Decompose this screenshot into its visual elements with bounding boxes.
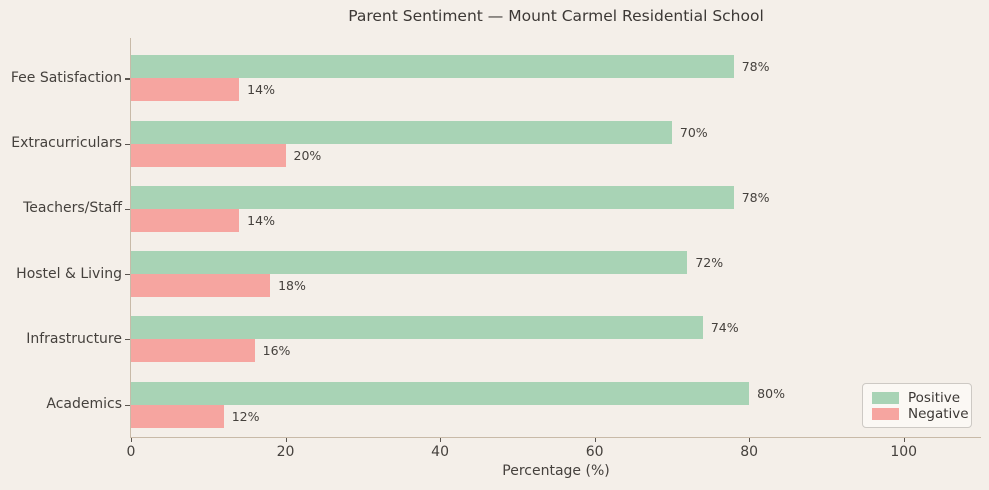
bar-value-label: 78% xyxy=(741,189,770,205)
x-tick-label: 60 xyxy=(585,444,604,460)
legend-label-negative: Negative xyxy=(908,406,969,422)
bar-negative-infrastructure xyxy=(131,339,255,363)
x-tick-label: 80 xyxy=(740,444,759,460)
bar-negative-extracurriculars xyxy=(131,143,286,167)
bar-negative-teachers-staff xyxy=(131,208,240,232)
x-tick-label: 100 xyxy=(890,444,918,460)
x-tick-mark xyxy=(594,438,596,442)
x-tick-label: 40 xyxy=(431,444,449,460)
category-label-teachers-staff: Teachers/Staff xyxy=(23,200,122,217)
x-axis-label: Percentage (%) xyxy=(502,463,610,479)
y-tick-mark xyxy=(125,208,130,211)
category-label-extracurriculars: Extracurriculars xyxy=(11,135,122,152)
bar-value-label: 20% xyxy=(293,147,322,163)
x-axis-line xyxy=(130,437,981,439)
bar-negative-fee-satisfaction xyxy=(131,78,240,102)
y-tick-mark xyxy=(125,339,130,341)
bar-value-label: 80% xyxy=(757,385,785,401)
legend-swatch-positive xyxy=(872,392,899,404)
bar-value-label: 14% xyxy=(247,82,275,98)
bar-value-label: 16% xyxy=(262,343,291,359)
x-tick-label: 20 xyxy=(276,444,295,460)
bar-value-label: 12% xyxy=(231,408,260,424)
legend-item-positive: Positive xyxy=(872,390,962,406)
bar-value-label: 18% xyxy=(278,278,306,294)
bar-value-label: 78% xyxy=(741,59,770,75)
y-tick-mark xyxy=(125,274,130,276)
y-tick-mark xyxy=(125,143,130,145)
bar-negative-academics xyxy=(131,404,224,428)
x-tick-mark xyxy=(440,438,442,442)
bar-value-label: 14% xyxy=(247,212,275,228)
bar-value-label: 74% xyxy=(710,320,739,336)
x-tick-label: 0 xyxy=(126,444,136,460)
x-tick-mark xyxy=(903,438,905,442)
y-tick-mark xyxy=(125,404,130,406)
bar-positive-teachers-staff xyxy=(131,185,734,209)
x-tick-mark xyxy=(749,438,751,442)
bar-value-label: 72% xyxy=(695,255,724,271)
y-axis-line xyxy=(130,38,132,437)
y-tick-mark xyxy=(125,78,130,80)
plot-area: 78% 14% 70% 20% 78% 14% 72% 18% 74% 16% 80% 12% xyxy=(130,38,981,439)
x-tick-mark xyxy=(131,438,133,442)
x-tick-mark xyxy=(285,438,287,442)
category-label-infrastructure: Infrastructure xyxy=(26,330,122,347)
bar-positive-hostel-living xyxy=(131,251,688,275)
bar-positive-academics xyxy=(131,381,750,405)
category-label-fee-satisfaction: Fee Satisfaction xyxy=(10,69,122,86)
bar-value-label: 70% xyxy=(679,124,708,140)
legend: Positive Negative xyxy=(862,383,972,428)
bar-positive-fee-satisfaction xyxy=(131,55,734,79)
bar-negative-hostel-living xyxy=(131,274,271,298)
legend-item-negative: Negative xyxy=(872,406,969,422)
category-label-academics: Academics xyxy=(46,396,122,412)
category-label-hostel-living: Hostel & Living xyxy=(16,265,122,282)
legend-swatch-negative xyxy=(872,408,899,420)
bar-positive-infrastructure xyxy=(131,316,703,340)
legend-label-positive: Positive xyxy=(908,390,961,406)
chart-title: Parent Sentiment — Mount Carmel Resident… xyxy=(348,7,764,25)
bar-positive-extracurriculars xyxy=(131,120,672,144)
